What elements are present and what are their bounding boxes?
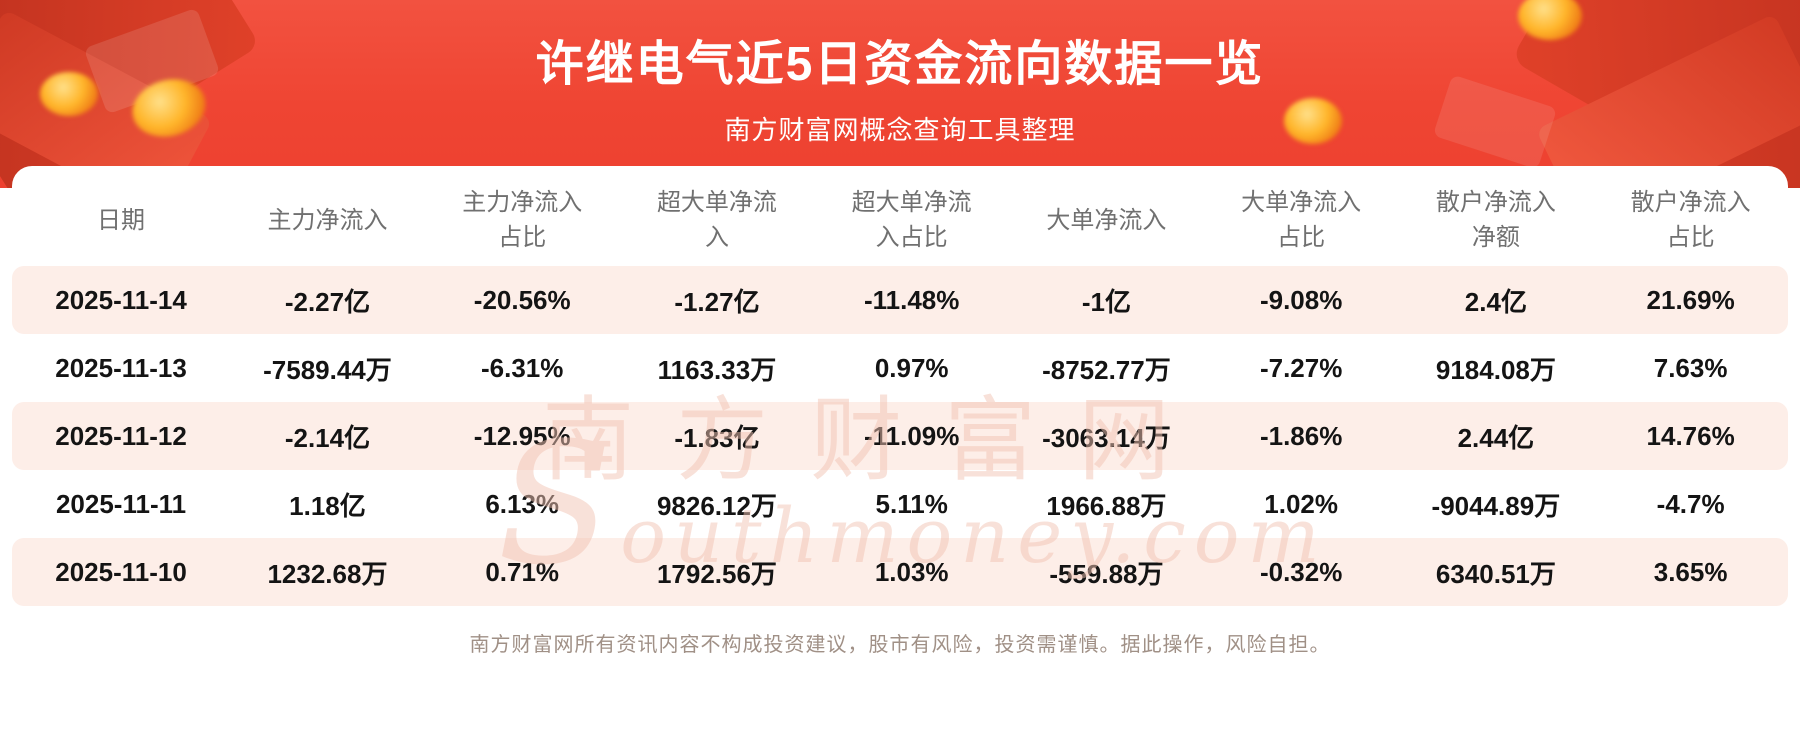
column-header-label: 主力净流入 [267,206,388,234]
value-cell: -2.27亿 [284,286,371,317]
page-title: 许继电气近5日资金流向数据一览 [535,38,1265,91]
value-cell: 6.13% [485,488,560,519]
value-cell: -0.32% [1259,556,1343,587]
value-cell: -7.27% [1259,352,1343,383]
value-cell: -4.7% [1656,488,1725,519]
column-header: 大单净流入占比 [1204,186,1399,256]
table-row: 2025-11-11 1.18亿 6.13% 9826.12万 5.11% 1966.88… [12,470,1788,538]
table-body: 2025-11-14 -2.27亿 -20.56% -1.27亿 -11.48% -1亿 -… [12,266,1788,606]
column-header: 主力净流入 [230,204,425,239]
value-cell: -8752.77万 [1042,354,1171,385]
table-header-row: 日期 主力净流入 主力净流入占比 超大单净流入 超大单净流入占比 大单净流入 大单净流入占比… [12,176,1788,266]
value-cell: 1.03% [874,556,949,587]
column-header: 主力净流入占比 [425,186,620,256]
column-header: 大单净流入 [1009,204,1204,239]
value-cell: 1792.56万 [656,558,777,589]
column-header-label: 超大单净流入 [656,189,777,251]
value-cell: 1.18亿 [289,490,366,521]
value-cell: -11.48% [863,284,960,315]
value-cell: -20.56% [473,284,571,315]
date-cell: 2025-11-11 [55,488,187,519]
column-header: 超大单净流入 [620,186,815,256]
value-cell: -2.14亿 [284,422,371,453]
date-cell: 2025-11-13 [55,352,187,383]
value-cell: 0.97% [874,352,949,383]
value-cell: -559.88万 [1049,558,1164,589]
value-cell: 1163.33万 [657,354,777,385]
disclaimer-text: 南方财富网所有资讯内容不构成投资建议，股市有风险，投资需谨慎。据此操作，风险自担… [469,634,1331,656]
value-cell: -9.08% [1259,284,1343,315]
value-cell: -1.27亿 [674,286,760,317]
column-header: 散户净流入占比 [1593,186,1788,256]
value-cell: 3.65% [1653,556,1728,587]
date-cell: 2025-11-12 [55,420,187,451]
value-cell: 1966.88万 [1046,490,1167,521]
value-cell: 14.76% [1646,420,1735,451]
value-cell: 0.71% [485,556,560,587]
value-cell: 2.4亿 [1464,286,1527,317]
table-row: 2025-11-10 1232.68万 0.71% 1792.56万 1.03% -559… [12,538,1788,606]
value-cell: 7.63% [1653,352,1728,383]
page-subtitle: 南方财富网概念查询工具整理 [724,115,1076,145]
fund-flow-table: 日期 主力净流入 主力净流入占比 超大单净流入 超大单净流入占比 大单净流入 大单净流入占比… [12,166,1788,606]
column-header-label: 散户净流入净额 [1435,189,1556,251]
value-cell: 1232.68万 [267,558,388,589]
value-cell: 9826.12万 [656,490,777,521]
column-header-label: 日期 [97,206,146,234]
date-cell: 2025-11-14 [55,284,187,315]
value-cell: -1亿 [1081,286,1131,317]
column-header-label: 大单净流入 [1046,206,1167,234]
table-row: 2025-11-12 -2.14亿 -12.95% -1.83亿 -11.09% -306… [12,402,1788,470]
value-cell: -1.83亿 [674,422,760,453]
column-header-label: 主力净流入占比 [462,189,583,251]
value-cell: -9044.89万 [1431,490,1561,521]
header-banner: 许继电气近5日资金流向数据一览 南方财富网概念查询工具整理 [0,0,1800,188]
value-cell: 6340.51万 [1435,558,1556,589]
column-header: 散户净流入净额 [1399,186,1594,256]
column-header-label: 超大单净流入占比 [851,189,972,251]
column-header-label: 散户净流入占比 [1630,189,1751,251]
content-card: 日期 主力净流入 主力净流入占比 超大单净流入 超大单净流入占比 大单净流入 大单净流入占比… [12,166,1788,743]
value-cell: -1.86% [1259,420,1343,451]
value-cell: 1.02% [1264,488,1339,519]
value-cell: 5.11% [875,488,948,519]
table-row: 2025-11-14 -2.27亿 -20.56% -1.27亿 -11.48% -1亿 -… [12,266,1788,334]
value-cell: 21.69% [1646,284,1735,315]
value-cell: -7589.44万 [263,354,392,385]
value-cell: -12.95% [473,420,571,451]
table-row: 2025-11-13 -7589.44万 -6.31% 1163.33万 0.97% -8… [12,334,1788,402]
column-header-label: 大单净流入占比 [1241,189,1362,251]
date-cell: 2025-11-10 [55,556,187,587]
column-header: 日期 [12,204,230,239]
value-cell: 2.44亿 [1457,422,1535,453]
value-cell: -6.31% [481,352,564,383]
column-header: 超大单净流入占比 [814,186,1009,256]
value-cell: -3063.14万 [1042,422,1171,453]
value-cell: 9184.08万 [1435,354,1556,385]
value-cell: -11.09% [863,420,960,451]
